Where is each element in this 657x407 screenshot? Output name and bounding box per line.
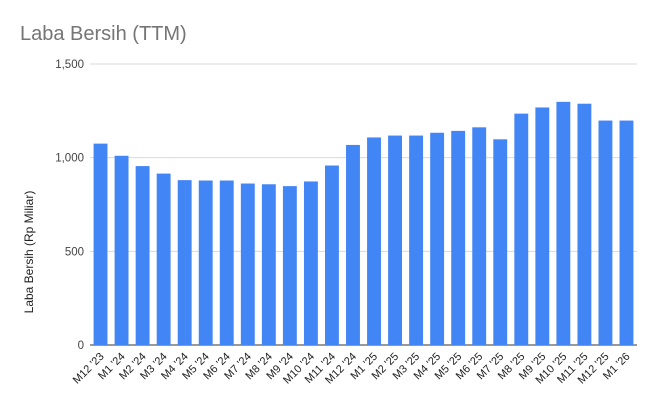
bar xyxy=(156,173,171,345)
bar xyxy=(346,144,360,345)
bar xyxy=(135,166,150,345)
bar xyxy=(556,101,571,345)
bar xyxy=(367,137,381,345)
y-tick-label: 1,000 xyxy=(55,153,84,165)
bar xyxy=(409,135,424,345)
bars xyxy=(93,101,634,346)
y-tick-label: 500 xyxy=(65,246,84,258)
bar xyxy=(430,132,445,345)
bar xyxy=(514,113,529,345)
bar xyxy=(177,180,192,345)
y-tick-label: 1,500 xyxy=(55,59,84,71)
bar xyxy=(198,180,213,345)
bar xyxy=(388,135,403,345)
bar xyxy=(324,165,339,345)
bar xyxy=(598,120,613,345)
y-axis-label: Laba Bersih (Rp Miliar) xyxy=(22,191,36,314)
bar xyxy=(240,183,255,345)
bar xyxy=(535,107,550,345)
bar xyxy=(303,181,318,345)
bar xyxy=(114,155,129,345)
bar xyxy=(619,120,634,345)
bar xyxy=(472,127,487,345)
chart-title: Laba Bersih (TTM) xyxy=(20,23,187,45)
bar xyxy=(577,103,592,346)
bar xyxy=(261,184,276,345)
bar xyxy=(282,186,297,345)
y-axis-ticks: 0 500 1,000 1,500 xyxy=(55,59,84,352)
bar xyxy=(93,143,108,345)
y-tick-label: 0 xyxy=(78,340,84,352)
bar xyxy=(219,180,234,345)
gridlines xyxy=(90,63,637,346)
bar xyxy=(451,130,466,345)
bar xyxy=(493,139,508,345)
